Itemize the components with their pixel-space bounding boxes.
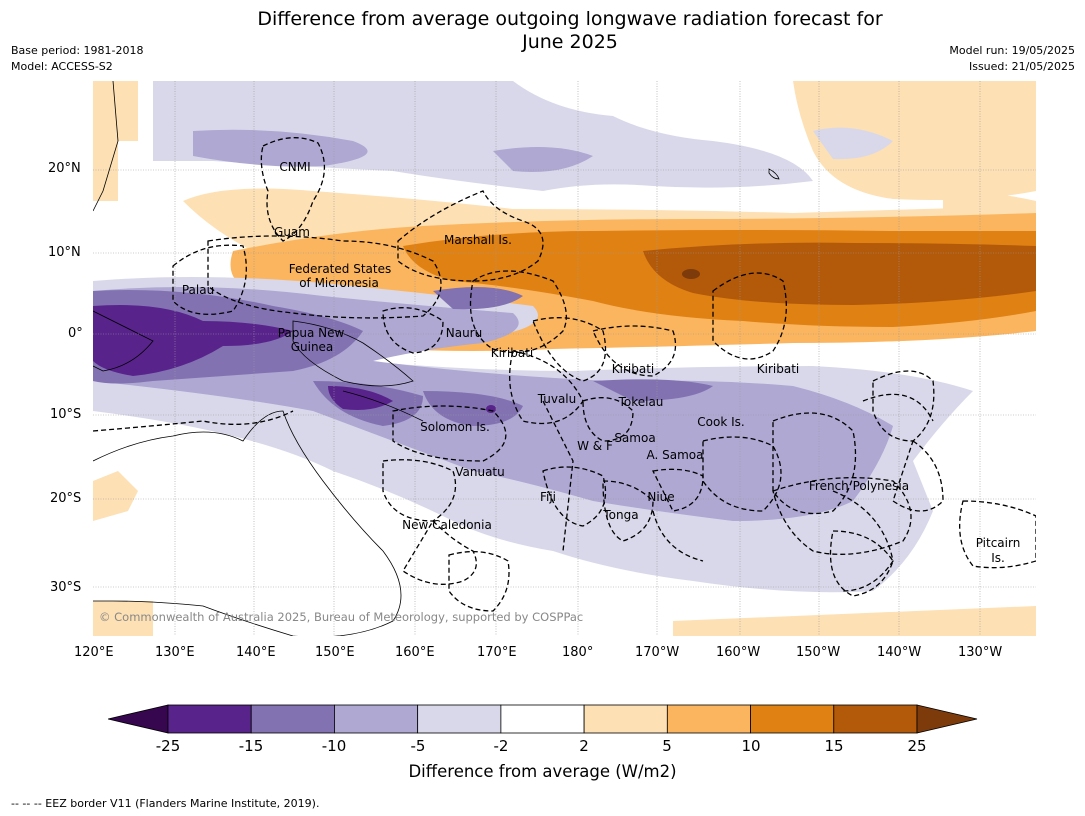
colorbar-label-10: 10 (741, 737, 761, 755)
label-kiribati-west: Kiribati (491, 346, 533, 360)
label-cook-islands: Cook Is. (697, 415, 744, 429)
label-wallis-futuna: W & F (577, 439, 613, 453)
label-vanuatu: Vanuatu (455, 465, 505, 479)
lon-tick-130e: 130°E (155, 645, 195, 660)
colorbar-segment (833, 704, 918, 734)
colorbar-label-2: 2 (579, 737, 589, 755)
colorbar-label-m2: -2 (493, 737, 509, 755)
label-tonga: Tonga (602, 508, 638, 522)
label-tuvalu: Tuvalu (537, 392, 577, 406)
colorbar-label-m15: -15 (238, 737, 264, 755)
place-labels: CNMI Guam Marshall Is. Federated States … (182, 160, 1020, 565)
label-niue: Niue (647, 490, 674, 504)
label-guam: Guam (274, 225, 310, 239)
lon-tick-140e: 140°E (236, 645, 276, 660)
lon-tick-180: 180° (562, 645, 594, 660)
lat-tick-0: 0° (68, 326, 83, 341)
eez-borders (93, 137, 1036, 612)
colorbar-segment (500, 704, 585, 734)
colorbar-segments (167, 704, 918, 734)
label-marshall-islands: Marshall Is. (444, 233, 512, 247)
lon-tick-170e: 170°E (477, 645, 517, 660)
label-solomon-islands: Solomon Is. (420, 420, 490, 434)
colorbar-label-m25: -25 (155, 737, 181, 755)
colorbar-segment (666, 704, 751, 734)
label-fsm-line2: of Micronesia (299, 276, 379, 290)
model-name: Model: ACCESS-S2 (11, 60, 113, 73)
colorbar-label-5: 5 (662, 737, 672, 755)
lat-tick-30s: 30°S (50, 580, 82, 595)
colorbar-segment (750, 704, 835, 734)
graticule (93, 81, 1036, 636)
lat-tick-10n: 10°N (48, 245, 81, 260)
colorbar-segment (334, 704, 419, 734)
model-run: Model run: 19/05/2025 (949, 44, 1075, 57)
label-new-caledonia: New Caledonia (402, 518, 492, 532)
label-png-line1: Papua New (278, 326, 345, 340)
label-palau: Palau (182, 283, 214, 297)
lon-tick-140w: 140°W (877, 645, 922, 660)
label-french-polynesia: French Polynesia (809, 479, 909, 493)
map-title-line1: Difference from average outgoing longwav… (257, 8, 883, 30)
colorbar-over-triangle (916, 704, 978, 734)
colorbar-segment (417, 704, 502, 734)
issued-date: Issued: 21/05/2025 (968, 60, 1075, 73)
label-tokelau: Tokelau (618, 395, 664, 409)
label-fsm-line1: Federated States (289, 262, 391, 276)
lat-tick-20s: 20°S (50, 491, 82, 506)
label-png-line2: Guinea (291, 340, 334, 354)
label-pitcairn-line2: Is. (991, 551, 1005, 565)
lon-tick-160w: 160°W (716, 645, 761, 660)
anomaly-shading (93, 81, 1036, 636)
copyright-notice: © Commonwealth of Australia 2025, Bureau… (99, 610, 583, 624)
label-nauru: Nauru (446, 326, 482, 340)
map-title-line2: June 2025 (522, 31, 618, 53)
eez-footnote: -- -- -- EEZ border V11 (Flanders Marine… (11, 797, 320, 810)
colorbar (108, 704, 978, 734)
lat-tick-20n: 20°N (48, 161, 81, 176)
label-american-samoa: A. Samoa (647, 448, 704, 462)
label-samoa: Samoa (614, 431, 655, 445)
lon-tick-160e: 160°E (395, 645, 435, 660)
colorbar-label-m10: -10 (321, 737, 347, 755)
colorbar-label-m5: -5 (410, 737, 426, 755)
colorbar-label-25: 25 (907, 737, 927, 755)
label-cnmi: CNMI (279, 160, 310, 174)
lon-tick-170w: 170°W (635, 645, 680, 660)
colorbar-under-triangle (108, 704, 169, 734)
base-period: Base period: 1981-2018 (11, 44, 144, 57)
colorbar-segment (167, 704, 252, 734)
lon-tick-150w: 150°W (796, 645, 841, 660)
lon-tick-120e: 120°E (74, 645, 114, 660)
olr-anomaly-map: CNMI Guam Marshall Is. Federated States … (93, 81, 1036, 636)
label-pitcairn-line1: Pitcairn (976, 536, 1021, 550)
lon-tick-150e: 150°E (315, 645, 355, 660)
lat-tick-10s: 10°S (50, 407, 82, 422)
colorbar-segment (250, 704, 335, 734)
lon-tick-130w: 130°W (958, 645, 1003, 660)
colorbar-label-15: 15 (824, 737, 844, 755)
colorbar-title: Difference from average (W/m2) (408, 762, 677, 781)
colorbar-segment (583, 704, 668, 734)
label-kiribati-east: Kiribati (757, 362, 799, 376)
label-fiji: Fiji (540, 490, 556, 504)
label-kiribati-central: Kiribati (612, 362, 654, 376)
coastlines (93, 81, 780, 636)
